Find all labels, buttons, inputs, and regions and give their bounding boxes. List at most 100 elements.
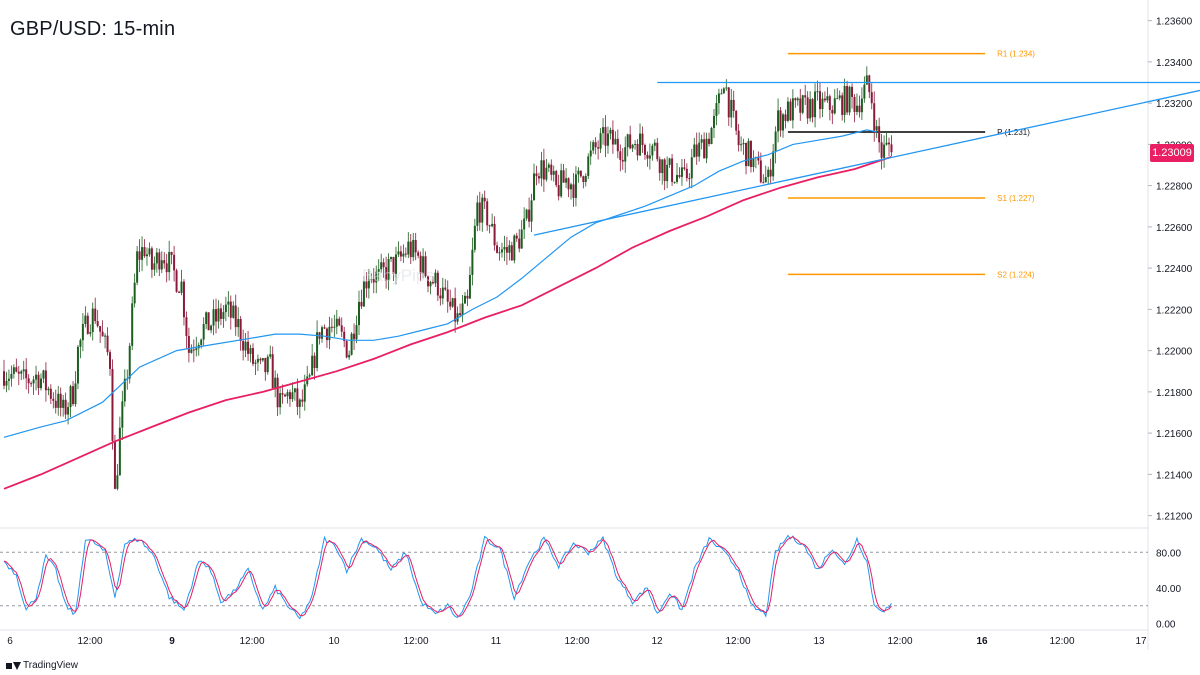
candle-body <box>330 326 333 328</box>
candle-body <box>471 249 474 275</box>
candle-body <box>557 185 560 197</box>
time-tick-label: 12:00 <box>725 636 750 647</box>
candle-body <box>737 130 740 146</box>
candle-body <box>325 328 328 341</box>
candle-body <box>25 369 28 379</box>
candle-body <box>232 305 235 318</box>
oscillator-axis-labels: 80.00 40.00 0.00 <box>1156 548 1181 630</box>
candle-body <box>579 170 582 177</box>
candle-body <box>251 348 254 364</box>
candle-body <box>878 126 881 143</box>
candle-body <box>365 281 368 289</box>
candle-body <box>205 312 208 325</box>
stochastic-d-line <box>3 536 892 617</box>
price-tick-label: 1.22000 <box>1156 347 1193 358</box>
candle-body <box>362 281 365 307</box>
candle-body <box>5 380 8 386</box>
candle-body <box>81 324 84 341</box>
candle-body <box>468 274 471 299</box>
candle-body <box>244 341 247 351</box>
candle-body <box>249 348 252 354</box>
candle-body <box>59 393 62 408</box>
candle-body <box>141 247 144 260</box>
candle-body <box>451 298 454 307</box>
candle-body <box>360 301 363 307</box>
moving-average-slow-line <box>3 155 892 490</box>
candle-body <box>518 238 521 249</box>
candle-body <box>722 88 725 94</box>
candle-body <box>187 336 190 353</box>
candle-body <box>791 98 794 121</box>
candle-body <box>836 98 839 100</box>
candle-body <box>784 114 787 121</box>
candle-body <box>89 332 92 334</box>
candle-body <box>530 200 533 222</box>
candle-body <box>505 247 508 253</box>
candle-body <box>313 355 316 368</box>
candle-body <box>111 368 114 441</box>
candle-body <box>20 371 23 374</box>
candle-body <box>424 256 427 277</box>
candle-body <box>170 252 173 255</box>
candle-body <box>614 138 617 145</box>
candle-body <box>143 247 146 257</box>
time-tick-label: 10 <box>328 636 340 647</box>
candle-body <box>328 326 331 341</box>
candle-body <box>631 144 634 149</box>
candle-body <box>185 317 188 337</box>
candle-body <box>510 245 513 261</box>
candle-body <box>158 252 161 270</box>
candle-body <box>210 325 213 331</box>
candle-body <box>868 75 871 93</box>
candle-body <box>671 158 674 182</box>
candle-body <box>182 281 185 318</box>
candle-body <box>239 319 242 341</box>
candle-body <box>104 335 107 337</box>
candle-body <box>816 91 819 93</box>
candle-body <box>708 138 711 145</box>
candle-body <box>17 371 20 374</box>
candle-body <box>466 295 469 299</box>
candle-body <box>293 388 296 393</box>
candle-body <box>227 301 230 305</box>
support-trendline <box>533 89 1200 236</box>
candle-body <box>323 327 326 329</box>
candle-body <box>259 358 262 361</box>
time-tick-label: 12:00 <box>239 636 264 647</box>
candle-body <box>229 301 232 318</box>
candle-body <box>513 235 516 261</box>
candle-body <box>537 176 540 179</box>
candle-body <box>67 407 70 415</box>
candle-body <box>560 170 563 197</box>
price-tick-label: 1.22600 <box>1156 223 1193 234</box>
candle-body <box>552 171 555 175</box>
price-tick-label: 1.22200 <box>1156 305 1193 316</box>
candle-body <box>710 128 713 145</box>
candle-body <box>215 309 218 322</box>
candle-body <box>821 98 824 110</box>
candle-body <box>619 151 622 160</box>
candle-body <box>855 105 858 112</box>
price-tick-label: 1.22800 <box>1156 182 1193 193</box>
candle-body <box>291 392 294 400</box>
candle-body <box>639 133 642 156</box>
candle-body <box>860 98 863 113</box>
candle-body <box>525 209 528 219</box>
candle-body <box>234 305 237 328</box>
candle-body <box>155 252 158 264</box>
candle-body <box>207 312 210 331</box>
candle-body <box>814 91 817 118</box>
footer-brand[interactable]: TradingView <box>6 660 78 671</box>
candle-body <box>96 321 99 327</box>
candle-body <box>286 392 289 397</box>
candle-body <box>473 225 476 250</box>
candle-body <box>254 362 257 364</box>
candle-body <box>436 272 439 296</box>
candle-body <box>200 339 203 346</box>
candle-body <box>570 184 572 190</box>
candle-body <box>321 327 324 339</box>
candle-body <box>823 98 826 101</box>
time-tick-label: 12:00 <box>887 636 912 647</box>
candle-body <box>555 171 558 186</box>
